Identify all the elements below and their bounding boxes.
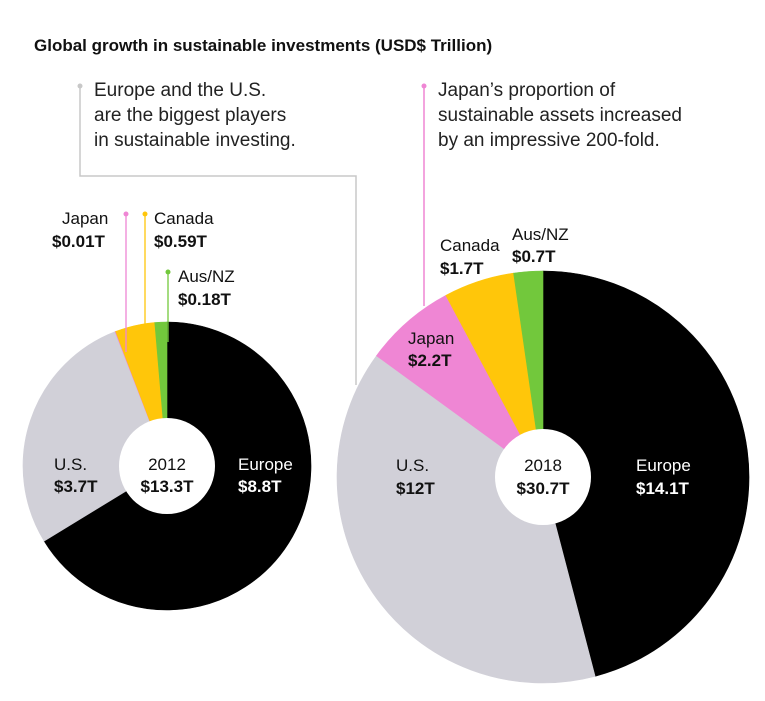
slice-name-us: U.S. [54,455,87,474]
chart-title: Global growth in sustainable investments… [34,36,493,55]
slice-name-japan: Japan [62,209,108,228]
slice-name-aus-nz: Aus/NZ [178,267,235,286]
pie-slice-aus-nz [513,270,544,478]
leader-dot [142,211,148,217]
pie-year-label: 2012 [148,455,186,474]
leader-dot [123,211,129,217]
slice-name-japan: Japan [408,329,454,348]
annotation-line: Japan’s proportion of [438,80,616,101]
annotation-europe-us: Europe and the U.S. are the biggest play… [94,78,296,153]
pie-year-label: 2018 [524,456,562,475]
connector-dot [421,83,427,89]
pie-2018 [336,270,750,684]
slice-name-aus-nz: Aus/NZ [512,225,569,244]
annotation-japan: Japan’s proportion of sustainable assets… [438,78,682,153]
slice-value-europe: $14.1T [636,479,690,498]
annotation-line: by an impressive 200-fold. [438,130,660,151]
annotation-line: Europe and the U.S. [94,80,267,101]
pie-total-label: $13.3T [141,477,195,496]
pie-slice-europe [542,270,750,677]
pie-total-label: $30.7T [517,479,571,498]
connector-lines [77,83,427,385]
annotation-line: in sustainable investing. [94,130,296,151]
slice-value-aus-nz: $0.7T [512,247,556,266]
slice-value-japan: $2.2T [408,351,452,370]
slice-name-canada: Canada [154,209,214,228]
connector-dot [77,83,83,89]
annotation-line: sustainable assets increased [438,105,682,126]
pie-2012 [22,321,312,611]
slice-name-us: U.S. [396,456,429,475]
slice-value-canada: $1.7T [440,259,484,278]
slice-labels: 2012 $13.3T Europe $8.8T U.S. $3.7T Japan $0.01… [52,209,691,498]
annotation-line: are the biggest players [94,105,287,126]
slice-value-us: $3.7T [54,477,98,496]
slice-name-europe: Europe [238,455,293,474]
slice-value-canada: $0.59T [154,232,208,251]
slice-value-aus-nz: $0.18T [178,290,232,309]
slice-name-europe: Europe [636,456,691,475]
slice-value-japan: $0.01T [52,232,106,251]
slice-value-us: $12T [396,479,435,498]
slice-value-europe: $8.8T [238,477,282,496]
leader-dot [165,269,171,275]
pie-slice-u-s [22,331,168,542]
connector-line-europe-us [79,86,357,385]
donut-hole [495,429,591,525]
pie-slice-u-s [336,355,596,684]
slice-name-canada: Canada [440,236,500,255]
donut-hole [119,418,215,514]
